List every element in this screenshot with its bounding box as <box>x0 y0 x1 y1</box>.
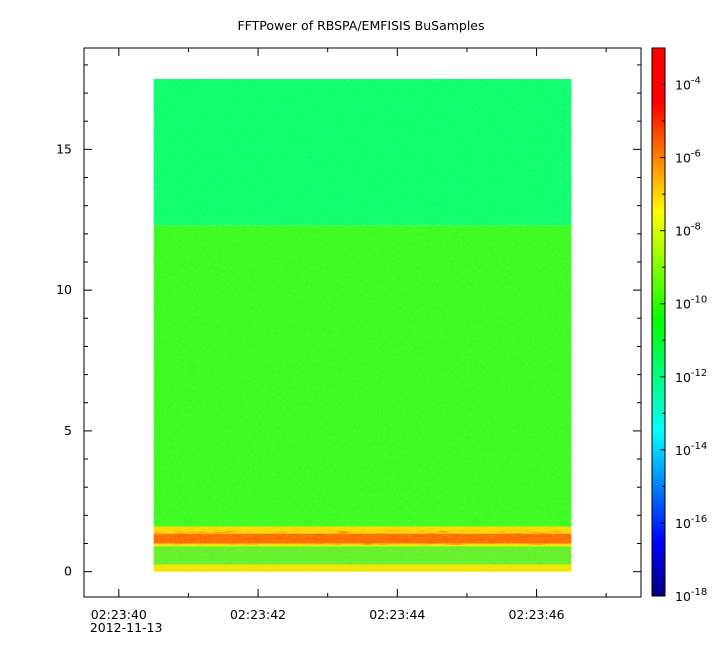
colorbar-tick-label: 10-12 <box>675 368 707 385</box>
x-tick-label: 02:23:44 <box>369 607 425 622</box>
y-tick-label: 0 <box>64 564 72 579</box>
colorbar-tick-label: 10-14 <box>675 441 707 458</box>
colorbar-tick-label: 10-4 <box>675 76 701 93</box>
plot-frame <box>83 47 642 598</box>
x-date-label: 2012-11-13 <box>90 620 163 635</box>
colorbar-tick-label: 10-16 <box>675 514 707 531</box>
y-tick-label: 10 <box>56 282 72 297</box>
colorbar-tick-label: 10-18 <box>675 587 707 604</box>
y-tick-label: 5 <box>64 423 72 438</box>
chart-title: FFTPower of RBSPA/EMFISIS BuSamples <box>237 18 484 33</box>
plot-area <box>153 78 572 572</box>
y-tick-label: 15 <box>56 141 72 156</box>
colorbar-tick-label: 10-8 <box>675 222 701 239</box>
spectrogram-hot-texture <box>153 530 572 545</box>
colorbar: 10-18 10-16 10-14 10-12 10-10 10-8 10-6 10-4 <box>651 47 707 604</box>
colorbar-tick-label: 10-10 <box>675 295 707 312</box>
x-tick-label: 02:23:40 <box>91 607 147 622</box>
x-tick-label: 02:23:46 <box>508 607 564 622</box>
colorbar-gradient <box>651 47 666 597</box>
axes: 0 5 10 15 02:23:40 02:23:42 02:23:44 02:23:46 20… <box>56 47 642 635</box>
x-tick-label: 02:23:42 <box>230 607 286 622</box>
colorbar-tick-label: 10-6 <box>675 149 701 166</box>
spectrogram-noise <box>153 78 572 572</box>
